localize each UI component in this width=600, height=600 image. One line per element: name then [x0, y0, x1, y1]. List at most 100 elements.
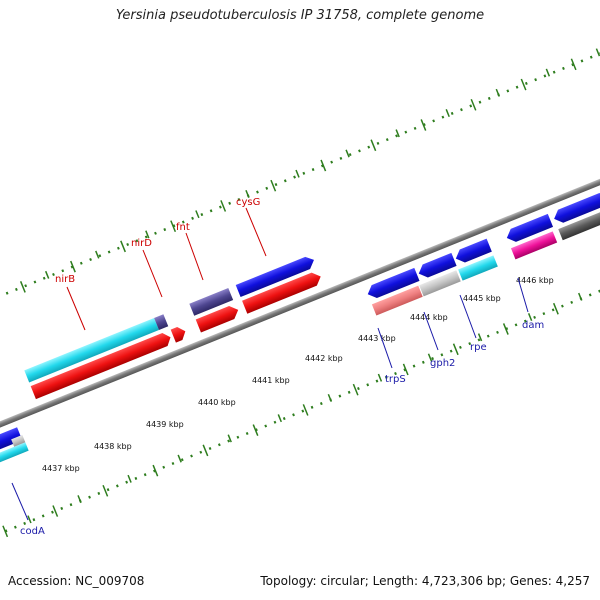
outer-tick [145, 230, 150, 239]
inner-tick [2, 525, 9, 538]
inner-ruler-ticks [2, 292, 583, 538]
inner-tick [102, 484, 109, 497]
tick-label-4444: 4444 kbp [410, 313, 448, 322]
genome-summary-text: Topology: circular; Length: 4,723,306 bp… [260, 574, 590, 588]
outer-tick [445, 109, 450, 118]
inner-tick [127, 474, 132, 483]
label-nirB: nirB [55, 274, 75, 285]
tick-label-4440: 4440 kbp [198, 398, 236, 407]
gene-nirB [30, 332, 171, 400]
label-dam: dam [522, 320, 544, 331]
outer-tick [345, 149, 350, 158]
tick-label-4438: 4438 kbp [94, 442, 132, 451]
outer-tick [470, 98, 477, 111]
outer-tick [270, 179, 277, 192]
label-fnt: fnt [176, 222, 190, 233]
accession-text: Accession: NC_009708 [8, 574, 145, 588]
tick-label-4441: 4441 kbp [252, 376, 290, 385]
gene-codA-cog [0, 442, 29, 463]
gene-next [554, 192, 600, 223]
gene-nirD [170, 326, 186, 343]
inner-tick [578, 292, 583, 301]
outer-tick [570, 58, 577, 71]
tick-label-4437: 4437 kbp [42, 464, 80, 473]
label-cysG: cysG [236, 197, 260, 208]
outer-ruler [0, 41, 600, 329]
gene-dam [506, 213, 554, 242]
outer-tick [170, 220, 177, 233]
outer-tick [19, 281, 26, 293]
gene-fnt [195, 306, 239, 333]
inner-tick [377, 373, 383, 382]
inner-tick [227, 434, 232, 443]
outer-tick [245, 189, 250, 198]
gene-gph2 [418, 252, 457, 278]
outer-tick [44, 270, 50, 279]
gene-fnt-cog [189, 287, 234, 316]
gene-next-cog [558, 209, 600, 241]
forward-gene-labels: nirB nirD fnt cysG [55, 197, 267, 331]
inner-tick [402, 363, 409, 376]
inner-ruler [4, 245, 600, 533]
label-trpS: trpS [385, 374, 406, 385]
gene-rpe [455, 238, 492, 263]
outer-tick [120, 240, 126, 253]
outer-tick [395, 129, 400, 138]
tick-label-4442: 4442 kbp [305, 354, 343, 363]
inner-tick [77, 495, 82, 504]
outer-tick [420, 119, 427, 131]
gene-nirD-cog [154, 314, 169, 331]
outer-ruler-ticks [19, 48, 600, 293]
inner-tick [327, 393, 333, 402]
outer-tick [370, 139, 377, 152]
tick-label-4445: 4445 kbp [463, 294, 501, 303]
outer-tick [520, 78, 527, 91]
gene-rpe-cog [458, 255, 498, 281]
gene-cysG-cog [235, 256, 314, 298]
gene-trpS-cog [371, 285, 423, 316]
tick-label-4443: 4443 kbp [358, 334, 396, 343]
inner-tick [152, 464, 159, 477]
tick-label-4446: 4446 kbp [516, 276, 554, 285]
outer-tick [220, 200, 227, 212]
reverse-strand-features [0, 192, 600, 463]
outer-tick [195, 210, 200, 219]
inner-tick [552, 302, 559, 315]
label-nirD: nirD [131, 238, 152, 249]
gene-nirB-cog [24, 317, 159, 383]
inner-tick [252, 424, 259, 436]
inner-tick [52, 505, 59, 517]
genome-backbone [0, 150, 600, 441]
inner-tick [477, 333, 483, 342]
inner-tick [202, 444, 209, 457]
forward-strand-features [24, 256, 321, 400]
outer-tick [545, 68, 551, 77]
gene-dam-cog [510, 231, 558, 260]
inner-tick [427, 353, 433, 362]
gene-codA [0, 427, 23, 452]
reverse-gene-labels: codA trpS gph2 rpe dam [11, 277, 544, 537]
inner-tick [527, 313, 533, 322]
inner-tick [352, 383, 359, 396]
tick-label-4439: 4439 kbp [146, 420, 184, 429]
map-title: Yersinia pseudotuberculosis IP 31758, co… [115, 8, 485, 23]
outer-tick [495, 88, 500, 97]
outer-tick [320, 159, 327, 172]
inner-tick [302, 404, 309, 416]
inner-tick [277, 414, 282, 423]
outer-tick [95, 250, 100, 259]
outer-tick [295, 169, 300, 178]
label-gph2: gph2 [430, 358, 455, 369]
inner-tick [27, 515, 32, 524]
outer-tick [595, 48, 600, 57]
gene-codA-cog-grey [11, 434, 26, 447]
gene-trpS [367, 267, 420, 299]
inner-tick [502, 323, 509, 335]
outer-tick [70, 260, 76, 273]
label-rpe: rpe [470, 342, 487, 353]
gene-gph2-cog [419, 270, 461, 297]
gene-cysG [242, 272, 321, 314]
label-codA: codA [20, 526, 45, 537]
inner-tick [452, 343, 459, 356]
